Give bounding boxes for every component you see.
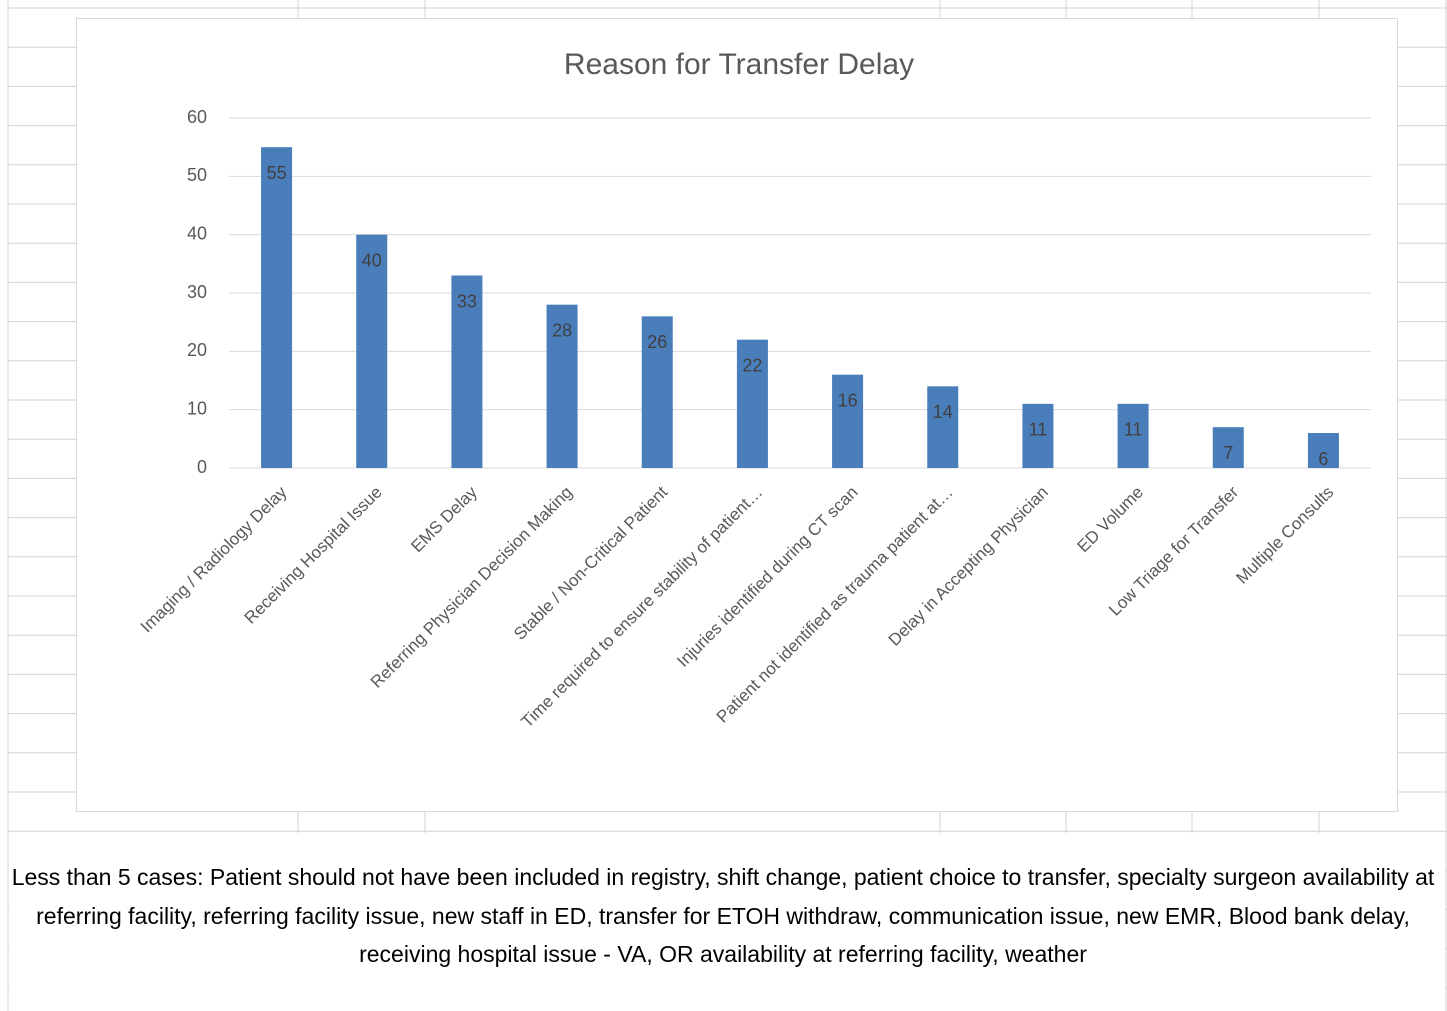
- bar: [832, 374, 864, 468]
- bar: [451, 275, 483, 468]
- chart: Reason for Transfer Delay 0 10 20 30 40 50 60 I…: [137, 48, 1371, 731]
- chart-title: Reason for Transfer Delay: [564, 48, 914, 81]
- merged-cell: [9, 833, 1445, 1011]
- y-tick-label: 0: [197, 457, 207, 477]
- data-label: 14: [933, 402, 953, 422]
- chart-area: Reason for Transfer Delay 0 10 20 30 40 50 60 I…: [76, 18, 1398, 812]
- data-label: 40: [362, 250, 382, 270]
- y-tick-label: 40: [187, 223, 207, 243]
- data-label: 6: [1318, 449, 1328, 469]
- data-label: 11: [1029, 420, 1048, 440]
- bar: [1212, 427, 1244, 468]
- bar: [641, 316, 673, 468]
- data-label: 26: [647, 332, 667, 352]
- x-tick-label: Delay in Accepting Physician: [885, 483, 1052, 650]
- data-label: 11: [1124, 420, 1143, 440]
- y-tick-label: 10: [187, 398, 207, 418]
- data-label: 33: [457, 291, 477, 311]
- x-tick-label: ED Volume: [1074, 483, 1148, 557]
- y-tick-label: 60: [187, 107, 207, 127]
- bar: [261, 147, 293, 468]
- bar: [736, 339, 768, 468]
- bar: [1022, 403, 1054, 468]
- x-tick-label: Multiple Consults: [1232, 483, 1337, 588]
- x-tick-label: Stable / Non-Critical Patient: [510, 482, 671, 643]
- data-label: 22: [742, 355, 762, 375]
- data-label: 28: [552, 320, 572, 340]
- bar: [1117, 403, 1149, 468]
- x-tick-label: Injuries identified during CT scan: [673, 483, 861, 671]
- data-label: 55: [267, 163, 287, 183]
- x-tick-label: EMS Delay: [407, 482, 481, 556]
- footnote: Less than 5 cases: Patient should not ha…: [11, 864, 1435, 967]
- bar: [1307, 433, 1339, 468]
- x-tick-label: Referring Physician Decision Making: [367, 483, 576, 692]
- bar: [356, 234, 388, 468]
- bar: [927, 386, 959, 468]
- data-label: 7: [1223, 443, 1233, 463]
- y-tick-label: 50: [187, 165, 207, 185]
- y-tick-label: 20: [187, 340, 207, 360]
- data-label: 16: [838, 390, 858, 410]
- y-tick-label: 30: [187, 282, 207, 302]
- bar: [546, 304, 578, 468]
